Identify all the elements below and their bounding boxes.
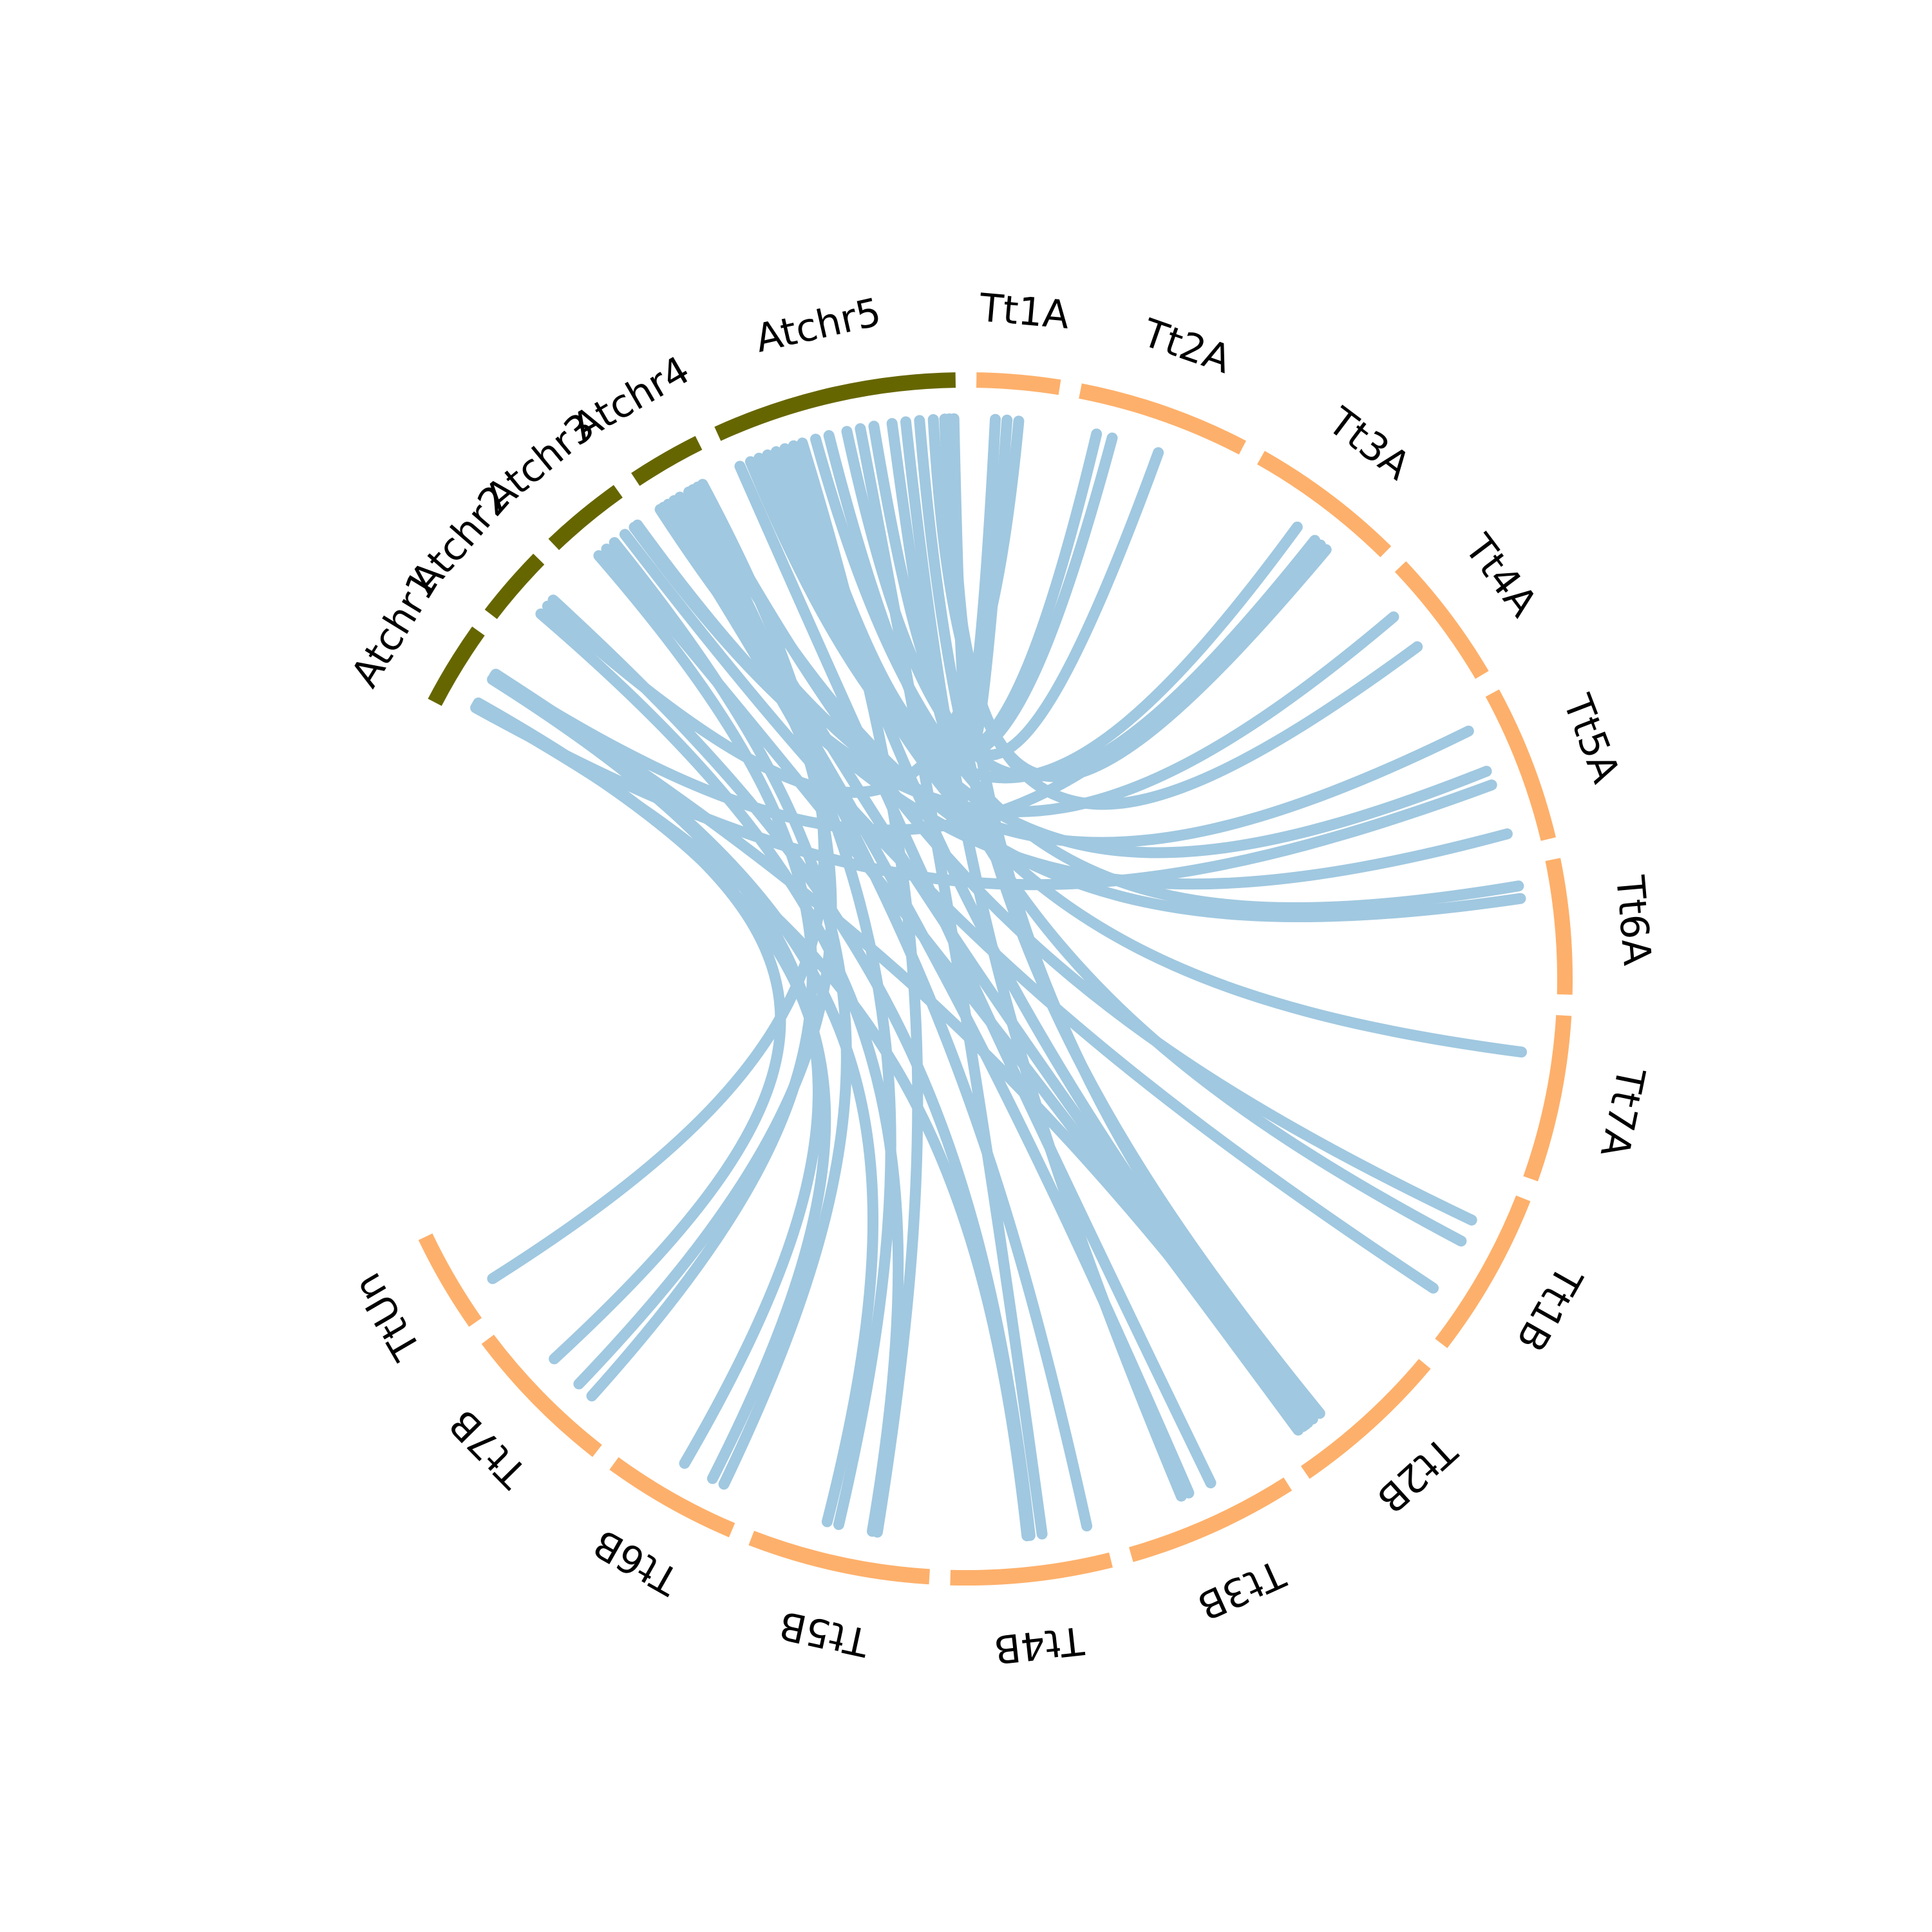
- ideogram-tt4b: [950, 1552, 1113, 1586]
- link-atchr5-tt1b: [823, 430, 1467, 1247]
- ideogram-tt2a: [1079, 383, 1246, 455]
- link-atchr5-tt3a: [753, 453, 1303, 784]
- ideogram-tt3a: [1257, 451, 1392, 558]
- ideogram-tt7b: [481, 1334, 602, 1457]
- ideogram-atchr1: [428, 626, 485, 706]
- link-atchr2-tt5b: [535, 608, 904, 1537]
- link-atchr5-tt2a: [868, 421, 1164, 761]
- link-atchr5-tt5b: [797, 437, 923, 1538]
- link-atchr5-tt4b: [855, 423, 1048, 1540]
- ideogram-atchr2: [484, 553, 545, 620]
- link-atchr4-ttun: [487, 478, 829, 1284]
- label-tt6a: Tt6A: [1607, 873, 1660, 967]
- ideogram-tt4a: [1394, 561, 1489, 679]
- label-tt4b: Tt4B: [992, 1617, 1086, 1672]
- link-atchr5-tt1a: [886, 413, 1001, 753]
- synteny-links: [470, 413, 1528, 1542]
- link-atchr5-tt1a: [948, 413, 1013, 752]
- ideogram-atchr3: [548, 485, 623, 551]
- link-atchr5-tt4a: [927, 414, 1423, 810]
- link-atchr5-tt3b: [734, 460, 1217, 1489]
- ideogram-tt5b: [748, 1530, 930, 1585]
- link-atchr3-tt6b: [609, 537, 852, 1490]
- ideogram-tt5a: [1485, 689, 1556, 841]
- ideogram-tt6a: [1545, 858, 1573, 995]
- ideogram-tt1a: [976, 372, 1061, 395]
- ideogram-tt1b: [1435, 1195, 1531, 1349]
- ideogram-tt6b: [609, 1457, 735, 1538]
- link-atchr3-tt7b: [586, 550, 818, 1402]
- ideogram-tt3b: [1128, 1477, 1293, 1562]
- ideogram-tt2b: [1301, 1359, 1431, 1479]
- ideogram-tt7a: [1523, 1015, 1572, 1182]
- link-atchr5-tt3b: [900, 416, 1187, 1502]
- ideogram-atchr5: [714, 372, 956, 441]
- link-atchr4-tt5b: [668, 495, 896, 1530]
- link-atchr2-tt4b: [547, 594, 1036, 1541]
- link-atchr1-tt5b: [488, 671, 878, 1528]
- chromosome-ideograms: [418, 372, 1573, 1586]
- link-atchr5-tt6a: [810, 433, 1524, 914]
- ideogram-atchr4: [631, 435, 703, 486]
- ideogram-ttun: [418, 1233, 482, 1327]
- label-tt1a: Tt1A: [977, 285, 1071, 338]
- link-atchr4-tt7b: [573, 486, 837, 1390]
